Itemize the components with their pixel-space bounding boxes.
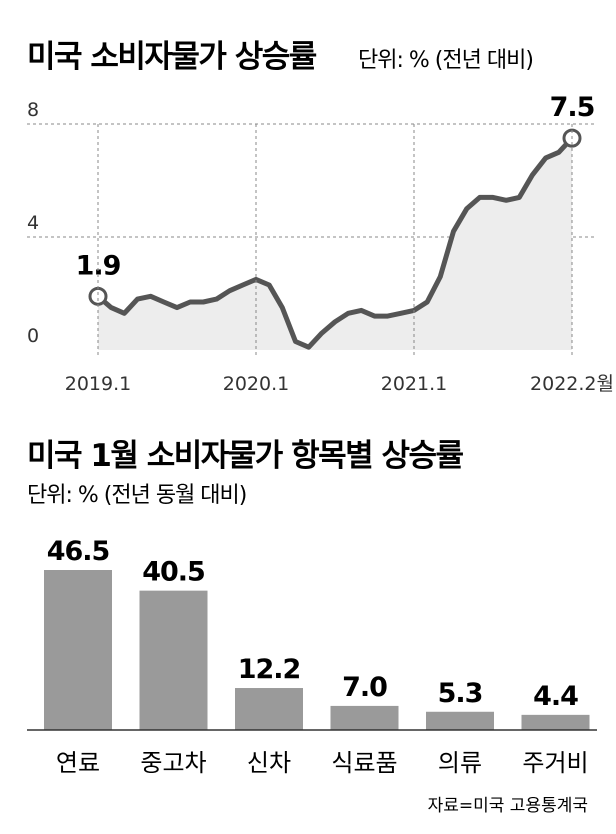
data-point-label: 7.5 <box>550 92 595 123</box>
bar-value-label: 5.3 <box>438 678 483 709</box>
bar-category-label: 신차 <box>247 749 291 777</box>
x-tick-label: 2022.2월 <box>530 373 614 395</box>
line-series <box>95 135 575 350</box>
line-x-axis: 2019.1 2020.1 2021.1 2022.2월 <box>65 124 614 395</box>
y-tick-label: 0 <box>27 325 39 347</box>
bar <box>235 688 303 730</box>
bar-chart-title: 미국 1월 소비자물가 항목별 상승률 <box>27 438 463 474</box>
bar-category-label: 주거비 <box>522 749 588 777</box>
line-chart-title: 미국 소비자물가 상승률 <box>27 39 317 75</box>
bar-chart: 미국 1월 소비자물가 항목별 상승률 단위: % (전년 동월 대비) 46.… <box>27 438 597 777</box>
x-tick-label: 2021.1 <box>381 373 447 395</box>
bar-series: 46.5 연료 40.5 중고차 12.2 신차 7.0 식료품 5.3 의류 4.4 주거비 <box>44 536 590 777</box>
bar-value-label: 12.2 <box>238 654 301 685</box>
bar-value-label: 46.5 <box>47 536 110 567</box>
data-point-label: 1.9 <box>76 250 121 281</box>
y-tick-label: 4 <box>27 212 39 234</box>
bar <box>330 705 399 730</box>
x-tick-label: 2019.1 <box>65 373 131 395</box>
data-point-marker <box>88 286 108 306</box>
bar-chart-unit-label: 단위: % (전년 동월 대비) <box>27 483 246 508</box>
bar-category-label: 연료 <box>56 749 100 777</box>
line-series-area <box>98 138 572 350</box>
bar <box>426 711 494 730</box>
bar <box>44 570 112 730</box>
bar-value-label: 40.5 <box>142 557 205 588</box>
line-grid: 8 4 0 <box>27 99 597 347</box>
bar-category-label: 의류 <box>438 749 482 777</box>
y-tick-label: 8 <box>27 99 39 121</box>
bar-value-label: 7.0 <box>342 672 387 703</box>
line-chart: 미국 소비자물가 상승률 단위: % (전년 대비) 8 4 0 1.9 7.5 20… <box>27 39 614 395</box>
source-note: 자료=미국 고용통계국 <box>428 796 588 816</box>
bar-category-label: 식료품 <box>331 749 397 777</box>
x-tick-label: 2020.1 <box>223 373 289 395</box>
bar-category-label: 중고차 <box>140 749 206 777</box>
bar-value-label: 4.4 <box>533 681 578 712</box>
bar <box>521 714 590 730</box>
bar <box>139 590 208 730</box>
line-chart-unit-label: 단위: % (전년 대비) <box>358 48 533 73</box>
